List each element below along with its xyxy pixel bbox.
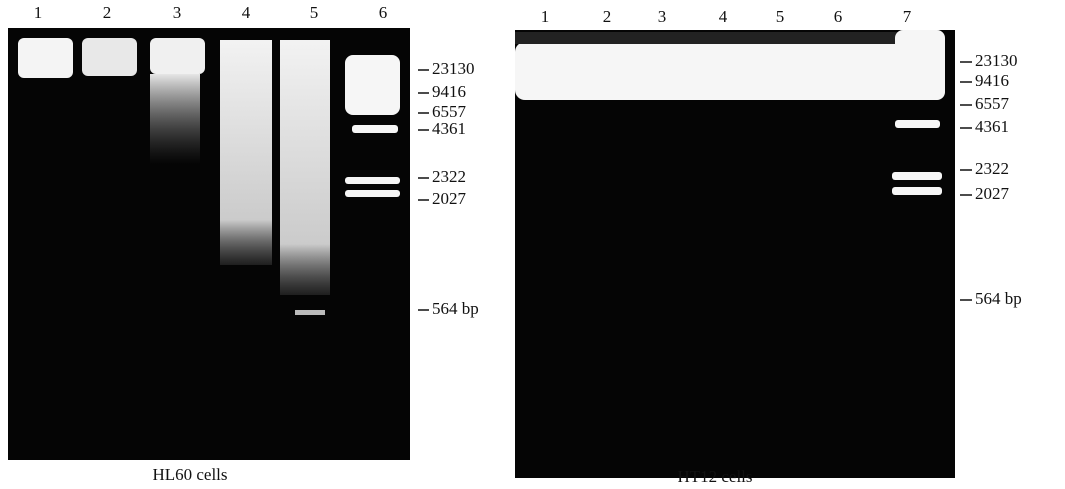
lane-number: 4 <box>719 7 728 26</box>
lane-number: 6 <box>834 7 843 26</box>
marker-label: 2322 <box>975 159 1009 178</box>
figure: 1234562313094166557436123222027564 bpHL6… <box>0 0 1065 489</box>
marker-label: 564 bp <box>975 289 1022 308</box>
marker-label: 6557 <box>975 94 1010 113</box>
caption: HT12 cells <box>677 467 752 486</box>
lane-number: 2 <box>103 3 112 22</box>
caption: HL60 cells <box>152 465 227 484</box>
gel-left <box>8 28 410 460</box>
lane-number: 4 <box>242 3 251 22</box>
lane-number: 1 <box>541 7 550 26</box>
marker-label: 2322 <box>432 167 466 186</box>
marker-label: 2027 <box>432 189 467 208</box>
lane-number: 7 <box>903 7 912 26</box>
lane-number: 5 <box>310 3 319 22</box>
lane-number: 5 <box>776 7 785 26</box>
gel-right <box>515 30 955 478</box>
marker-label: 9416 <box>432 82 466 101</box>
marker-label: 2027 <box>975 184 1010 203</box>
marker-label: 23130 <box>975 51 1018 70</box>
lane-number: 3 <box>658 7 667 26</box>
marker-label: 9416 <box>975 71 1009 90</box>
lane-number: 6 <box>379 3 388 22</box>
marker-label: 4361 <box>432 119 466 138</box>
marker-label: 564 bp <box>432 299 479 318</box>
lane-number: 2 <box>603 7 612 26</box>
lane-number: 3 <box>173 3 182 22</box>
lane-number: 1 <box>34 3 43 22</box>
marker-label: 4361 <box>975 117 1009 136</box>
marker-label: 23130 <box>432 59 475 78</box>
